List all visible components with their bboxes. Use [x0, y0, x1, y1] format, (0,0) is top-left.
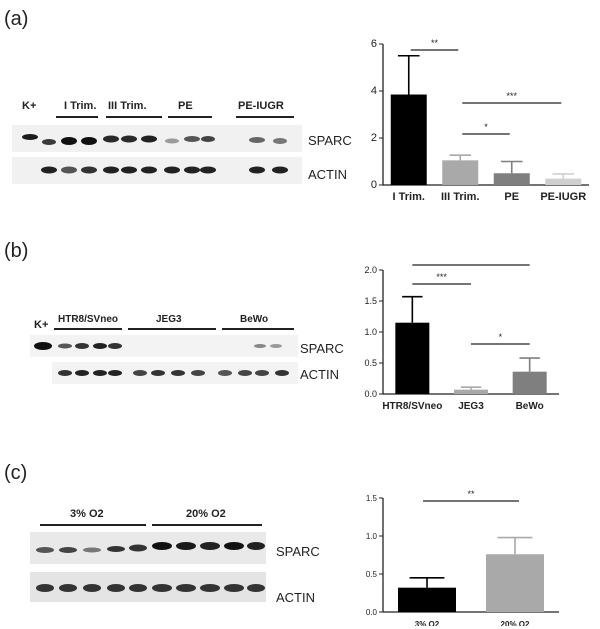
- bar: [442, 160, 479, 185]
- group-underline: [128, 328, 216, 330]
- ladder-label: K+: [34, 319, 49, 331]
- bar: [390, 94, 427, 185]
- blot-row-label: SPARC: [308, 133, 352, 148]
- x-tick-label: PE-IUGR: [540, 191, 586, 203]
- blot-row-label: ACTIN: [300, 367, 339, 382]
- significance-label: **: [431, 38, 439, 48]
- significance-label: ***: [436, 272, 447, 282]
- bar: [545, 178, 582, 185]
- y-tick-label: 0.0: [366, 608, 378, 617]
- group-underline: [236, 116, 294, 118]
- group-underline: [168, 116, 212, 118]
- y-tick-label: 6: [371, 38, 377, 50]
- blot-group-label: III Trim.: [108, 100, 147, 112]
- y-tick-label: 1.0: [364, 327, 377, 337]
- blot-image: [30, 335, 298, 384]
- ladder-label: K+: [22, 100, 37, 112]
- group-underline: [152, 524, 262, 526]
- significance-label: **: [467, 490, 475, 499]
- blot-image: [12, 125, 302, 184]
- x-tick-label: 20% O2: [501, 620, 530, 626]
- blot-group-label: BeWo: [240, 314, 269, 325]
- significance-label: *: [469, 262, 473, 263]
- blot-group-label: PE-IUGR: [238, 100, 284, 112]
- panel-b-label: (b): [4, 240, 29, 262]
- x-tick-label: BeWo: [516, 401, 544, 412]
- y-tick-label: 4: [371, 85, 377, 97]
- blot-group-label: 20% O2: [186, 508, 226, 520]
- blot-group-label: PE: [178, 100, 193, 112]
- bar: [395, 322, 430, 394]
- bar: [486, 554, 544, 612]
- y-tick-label: 1.5: [364, 296, 377, 306]
- x-tick-label: III Trim.: [441, 191, 480, 203]
- bar: [454, 389, 488, 394]
- y-tick-label: 0.5: [366, 570, 378, 579]
- y-tick-label: 0.0: [364, 389, 377, 399]
- x-tick-label: 3% O2: [415, 620, 440, 626]
- panel-c-label: (c): [4, 462, 28, 484]
- y-tick-label: 2: [371, 132, 377, 144]
- panel-a-label: (a): [4, 8, 29, 30]
- x-tick-label: JEG3: [458, 401, 484, 412]
- x-tick-label: PE: [504, 191, 519, 203]
- group-underline: [40, 524, 146, 526]
- bar-chart-c: 0.0 0.5 1.0 1.5 3% O2 20% O2 **: [366, 490, 559, 626]
- blot-row-label: ACTIN: [276, 590, 315, 605]
- significance-label: *: [484, 122, 488, 132]
- y-tick-label: 0: [371, 179, 377, 191]
- blot-group-label: 3% O2: [70, 508, 104, 520]
- blot-group-label: JEG3: [156, 314, 182, 325]
- group-underline: [56, 116, 98, 118]
- y-tick-label: 2.0: [364, 265, 377, 275]
- x-tick-label: I Trim.: [393, 191, 425, 203]
- blot-row-label: ACTIN: [308, 167, 347, 182]
- x-tick-label: HTR8/SVneo: [382, 401, 442, 412]
- significance-label: *: [499, 332, 503, 342]
- y-tick-label: 0.5: [364, 358, 377, 368]
- y-tick-label: 1.0: [366, 532, 378, 541]
- blot-group-label: HTR8/SVneo: [58, 314, 119, 325]
- blot-row-label: SPARC: [276, 544, 320, 559]
- blot-image: [30, 532, 266, 602]
- y-tick-label: 1.5: [366, 494, 378, 503]
- blot-group-label: I Trim.: [64, 100, 97, 112]
- bar: [493, 173, 530, 185]
- bar: [512, 371, 547, 394]
- significance-label: ***: [506, 91, 517, 101]
- group-underline: [106, 116, 162, 118]
- group-underline: [222, 328, 294, 330]
- blot-row-label: SPARC: [300, 341, 344, 356]
- group-underline: [54, 328, 122, 330]
- bar: [398, 587, 456, 612]
